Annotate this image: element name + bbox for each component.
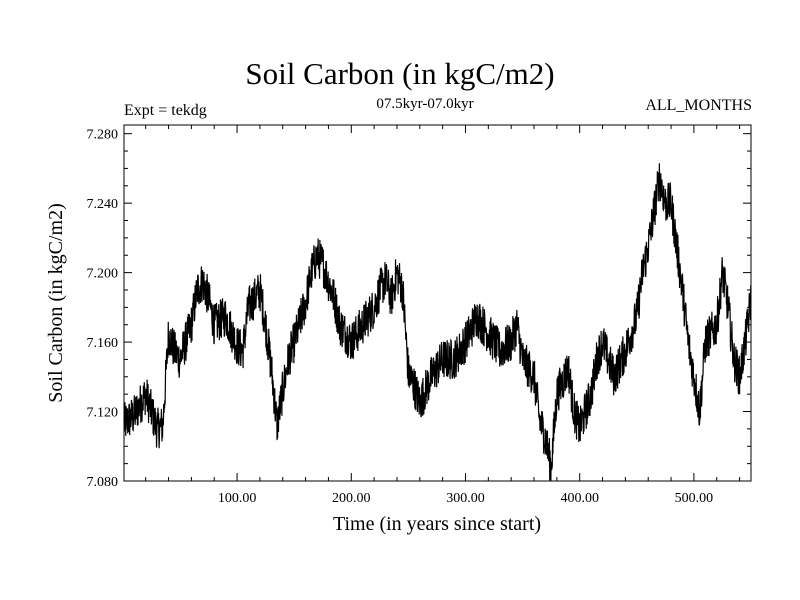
y-tick-label: 7.120 bbox=[87, 406, 119, 421]
months-label: ALL_MONTHS bbox=[645, 97, 752, 114]
x-tick-label: 400.00 bbox=[560, 491, 599, 506]
experiment-label: Expt = tekdg bbox=[124, 102, 207, 119]
y-tick-label: 7.080 bbox=[87, 475, 119, 490]
y-tick-label: 7.240 bbox=[87, 197, 119, 212]
y-axis-label: Soil Carbon (in kgC/m2) bbox=[45, 203, 67, 402]
x-tick-label: 200.00 bbox=[332, 491, 371, 506]
series-group bbox=[123, 163, 752, 482]
axis-tick-labels: 100.00 200.00 300.00 400.00 500.00 7.080 7.120… bbox=[87, 128, 714, 506]
page-title: Soil Carbon (in kgC/m2) bbox=[245, 56, 555, 91]
y-tick-label: 7.280 bbox=[87, 128, 119, 143]
y-tick-label: 7.200 bbox=[87, 267, 119, 282]
y-tick-label: 7.160 bbox=[87, 336, 119, 351]
x-tick-label: 500.00 bbox=[675, 491, 714, 506]
x-tick-label: 300.00 bbox=[446, 491, 485, 506]
series-line bbox=[123, 163, 752, 482]
x-tick-label: 100.00 bbox=[218, 491, 257, 506]
axis-ticks bbox=[124, 125, 751, 482]
period-subtitle: 07.5kyr-07.0kyr bbox=[376, 96, 474, 112]
x-axis-label: Time (in years since start) bbox=[333, 513, 541, 535]
